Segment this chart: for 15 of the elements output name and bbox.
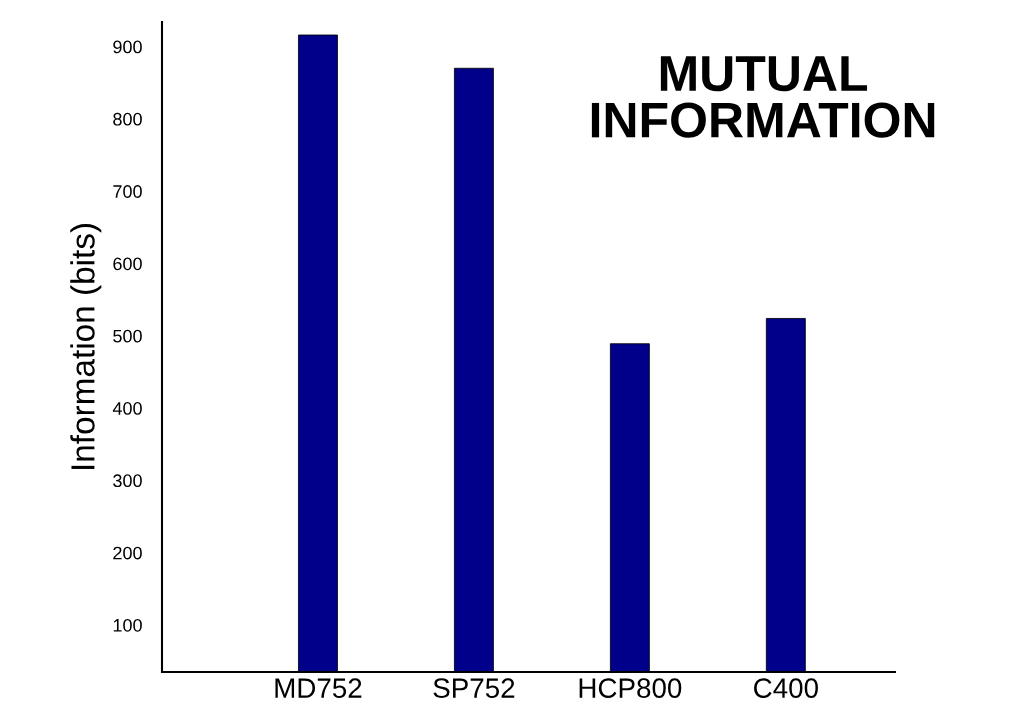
y-tick-label: 800 [113, 112, 142, 126]
y-tick-label: 500 [113, 329, 142, 343]
y-tick-label: 600 [113, 257, 142, 271]
y-tick-label: 100 [113, 618, 142, 632]
y-axis-title: Information (bits) [70, 224, 102, 469]
x-tick-label: SP752 [433, 678, 515, 698]
text: MUTUAL INFORMATION [591, 56, 935, 138]
y-tick-label: 900 [113, 40, 142, 54]
y-tick-label: 700 [113, 185, 142, 198]
y-tick-label: 300 [113, 474, 142, 488]
y-tick-label: 400 [112, 402, 142, 415]
x-tick-label: C400 [754, 678, 818, 698]
y-tick-label: 200 [113, 546, 142, 560]
x-tick-label: MD752 [275, 678, 362, 698]
x-tick-label: HCP800 [579, 678, 682, 698]
